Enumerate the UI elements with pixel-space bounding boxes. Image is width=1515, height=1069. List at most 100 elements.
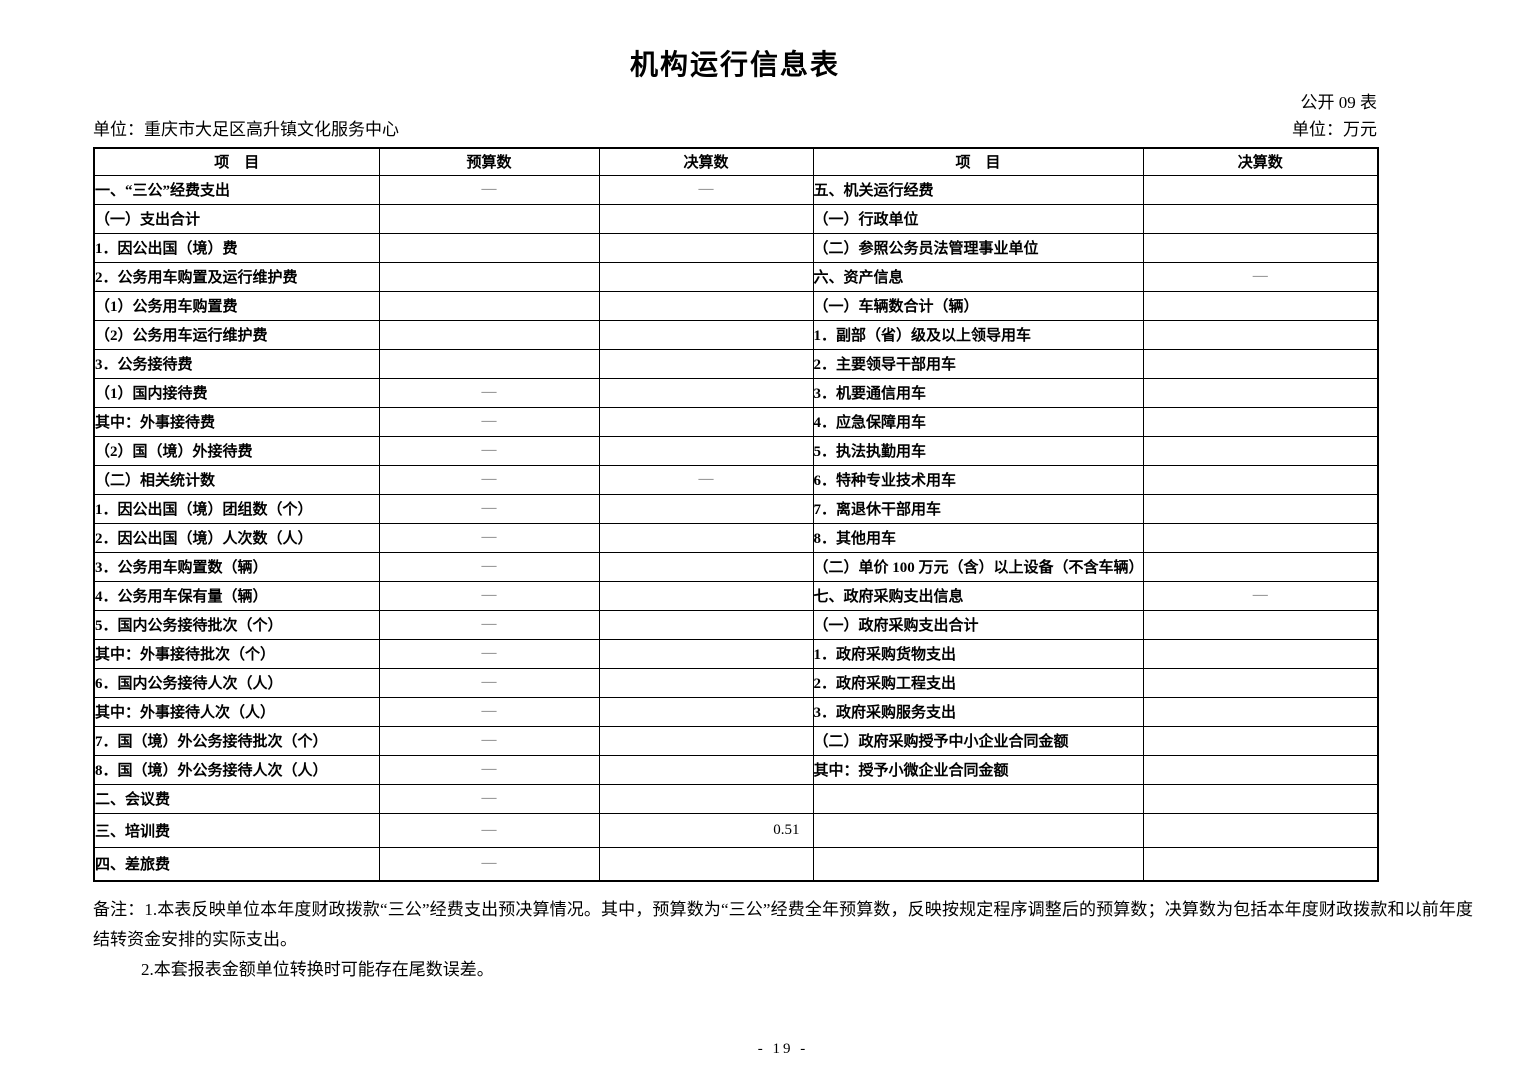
final-cell-left [598,261,814,292]
final-cell-right [1142,232,1379,263]
item-cell-right: 7．离退休干部用车 [812,493,1144,524]
final-cell-right [1142,551,1379,582]
item-cell-right: （二）单价 100 万元（含）以上设备（不含车辆） [812,551,1144,582]
page-title: 机构运行信息表 [629,50,840,81]
budget-cell [378,261,600,292]
budget-cell: — [378,725,600,756]
budget-cell: — [378,580,600,611]
budget-cell: — [378,551,600,582]
final-cell-left [598,580,814,611]
table-row: 二、会议费 — [93,783,1379,814]
col-header-item-left: 项 目 [93,147,380,176]
col-header-final-right: 决算数 [1142,147,1379,176]
final-cell-left [598,493,814,524]
item-cell-left: 四、差旅费 [93,846,380,882]
table-row: 1．因公出国（境）费 （二）参照公务员法管理事业单位 [93,232,1379,263]
item-cell-right: 七、政府采购支出信息 [812,580,1144,611]
item-cell-left: 其中：外事接待批次（个） [93,638,380,669]
header-row: 项 目 预算数 决算数 项 目 决算数 [93,147,1379,176]
table-row: （一）支出合计 （一）行政单位 [93,203,1379,234]
table-row: 3．公务接待费 2．主要领导干部用车 [93,348,1379,379]
unit-currency-label: 单位：万元 [1292,120,1377,139]
item-cell-left: 1．因公出国（境）费 [93,232,380,263]
item-cell-right: （二）参照公务员法管理事业单位 [812,232,1144,263]
item-cell-left: （二）相关统计数 [93,464,380,495]
item-cell-left: （一）支出合计 [93,203,380,234]
final-cell-left: — [598,174,814,205]
final-cell-right [1142,493,1379,524]
final-cell-left [598,319,814,350]
final-cell-right [1142,696,1379,727]
col-header-budget: 预算数 [378,147,600,176]
final-cell-right [1142,203,1379,234]
budget-cell [378,232,600,263]
budget-cell: — [378,174,600,205]
item-cell-right: （一）车辆数合计（辆） [812,290,1144,321]
item-cell-left: （2）国（境）外接待费 [93,435,380,466]
item-cell-right: 五、机关运行经费 [812,174,1144,205]
final-cell-right [1142,406,1379,437]
budget-cell: — [378,522,600,553]
final-cell-left [598,406,814,437]
final-cell-right [1142,609,1379,640]
table-row: 5．国内公务接待批次（个） — （一）政府采购支出合计 [93,609,1379,640]
final-cell-left [598,551,814,582]
budget-cell: — [378,493,600,524]
table-row: 2．因公出国（境）人次数（人） — 8．其他用车 [93,522,1379,553]
final-cell-right [1142,174,1379,205]
table-row: （2）公务用车运行维护费 1．副部（省）级及以上领导用车 [93,319,1379,350]
budget-cell [378,319,600,350]
final-cell-left [598,696,814,727]
table-row: 四、差旅费 — [93,846,1379,882]
budget-cell: — [378,812,600,848]
item-cell-right: 其中：授予小微企业合同金额 [812,754,1144,785]
final-cell-right [1142,783,1379,814]
table-row: 2．公务用车购置及运行维护费 六、资产信息 — [93,261,1379,292]
table-row: 三、培训费 — 0.51 [93,812,1379,848]
table-row: 其中：外事接待批次（个） — 1．政府采购货物支出 [93,638,1379,669]
info-table: 项 目 预算数 决算数 项 目 决算数 一、“三公”经费支出 — — 五、机关运… [93,147,1379,882]
item-cell-right: 2．政府采购工程支出 [812,667,1144,698]
final-cell-left [598,609,814,640]
item-cell-left: 2．公务用车购置及运行维护费 [93,261,380,292]
final-cell-right [1142,725,1379,756]
item-cell-left: 7．国（境）外公务接待批次（个） [93,725,380,756]
item-cell-left: 4．公务用车保有量（辆） [93,580,380,611]
item-cell-left: 8．国（境）外公务接待人次（人） [93,754,380,785]
final-cell-left [598,232,814,263]
budget-cell: — [378,406,600,437]
item-cell-right: 1．政府采购货物支出 [812,638,1144,669]
final-cell-left [598,638,814,669]
item-cell-right: 5．执法执勤用车 [812,435,1144,466]
final-cell-right [1142,846,1379,882]
col-header-final-left: 决算数 [598,147,814,176]
item-cell-left: 三、培训费 [93,812,380,848]
table-row: 4．公务用车保有量（辆） — 七、政府采购支出信息 — [93,580,1379,611]
item-cell-right: 六、资产信息 [812,261,1144,292]
budget-cell: — [378,464,600,495]
doc-code-label: 公开 09 表 [1300,93,1378,112]
budget-cell: — [378,638,600,669]
document-page: 机构运行信息表 公开 09 表 单位：重庆市大足区高升镇文化服务中心 单位：万元… [93,0,1473,1058]
final-cell-left [598,290,814,321]
final-cell-left [598,783,814,814]
item-cell-right [812,783,1144,814]
item-cell-left: 1．因公出国（境）团组数（个） [93,493,380,524]
budget-cell [378,290,600,321]
final-cell-left [598,522,814,553]
item-cell-right: 2．主要领导干部用车 [812,348,1144,379]
col-header-item-right: 项 目 [812,147,1144,176]
item-cell-right [812,846,1144,882]
item-cell-right: 3．机要通信用车 [812,377,1144,408]
item-cell-right: 8．其他用车 [812,522,1144,553]
final-cell-right [1142,348,1379,379]
item-cell-right: 1．副部（省）级及以上领导用车 [812,319,1144,350]
table-row: 一、“三公”经费支出 — — 五、机关运行经费 [93,174,1379,205]
final-cell-right [1142,319,1379,350]
budget-cell [378,203,600,234]
final-cell-left [598,846,814,882]
final-cell-right [1142,812,1379,848]
budget-cell: — [378,667,600,698]
table-row: 8．国（境）外公务接待人次（人） — 其中：授予小微企业合同金额 [93,754,1379,785]
final-cell-left: 0.51 [598,812,814,848]
